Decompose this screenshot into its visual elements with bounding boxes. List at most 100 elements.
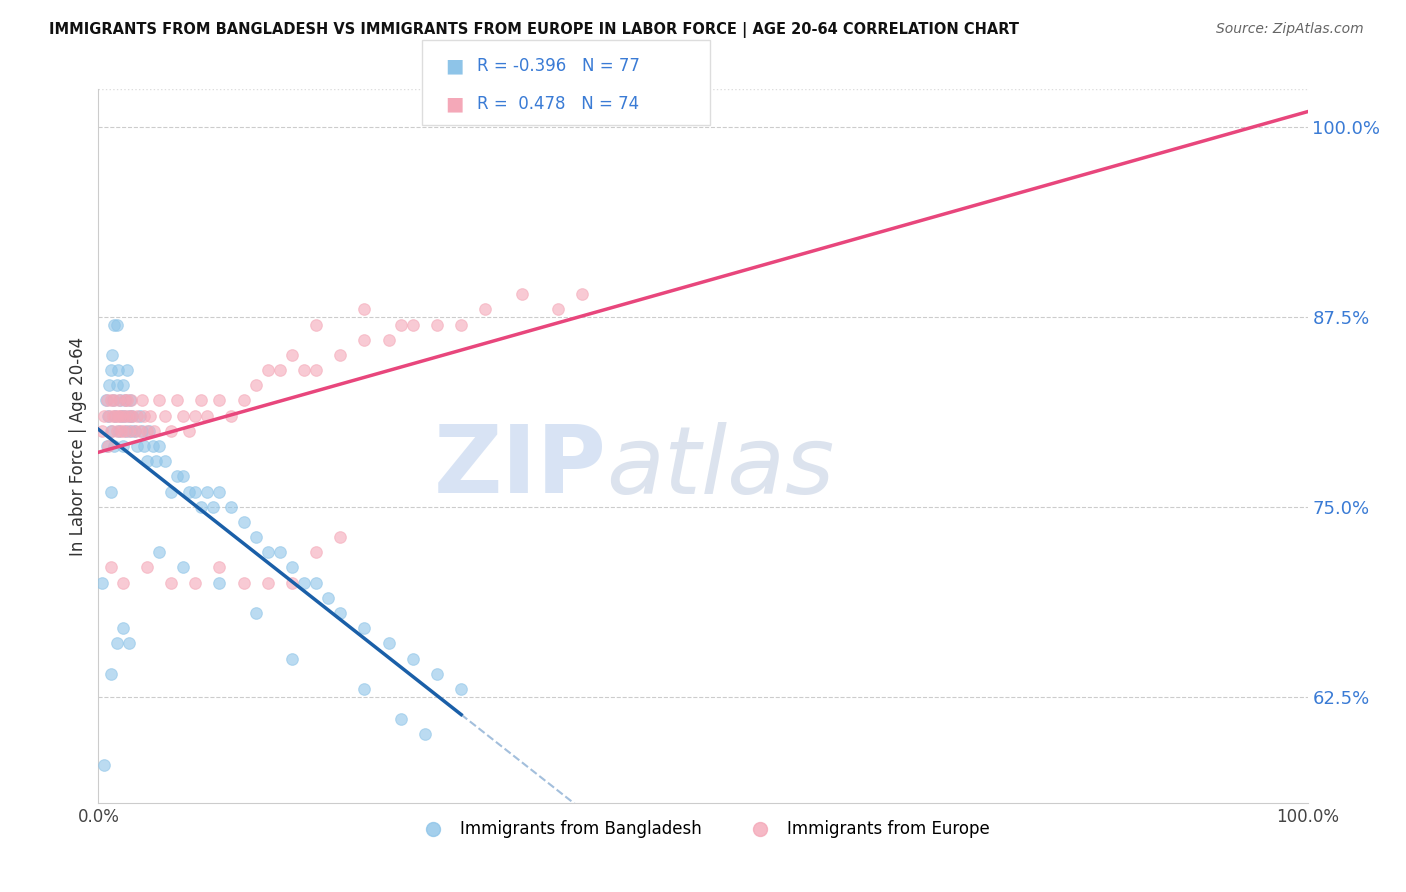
Point	[329, 348, 352, 362]
Point	[120, 424, 142, 438]
Y-axis label: In Labor Force | Age 20-64: In Labor Force | Age 20-64	[69, 336, 87, 556]
Point	[245, 606, 267, 620]
Point	[377, 636, 399, 650]
Point	[114, 393, 136, 408]
Point	[145, 454, 167, 468]
Point	[353, 333, 375, 347]
Point	[305, 545, 328, 559]
Point	[142, 439, 165, 453]
Point	[256, 545, 278, 559]
Point	[292, 575, 315, 590]
Point	[160, 484, 183, 499]
Point	[108, 409, 131, 423]
Point	[547, 302, 569, 317]
Point	[160, 424, 183, 438]
Point	[115, 409, 138, 423]
Point	[281, 560, 304, 574]
Point	[232, 575, 254, 590]
Point	[143, 424, 166, 438]
Point	[100, 484, 122, 499]
Point	[135, 454, 157, 468]
Point	[118, 424, 141, 438]
Point	[305, 363, 328, 377]
Point	[111, 409, 134, 423]
Point	[114, 393, 136, 408]
Point	[139, 409, 162, 423]
Point	[329, 530, 352, 544]
Point	[148, 393, 170, 408]
Point	[110, 409, 132, 423]
Point	[281, 575, 304, 590]
Point	[101, 409, 124, 423]
Point	[131, 393, 153, 408]
Point	[111, 439, 134, 453]
Point	[160, 575, 183, 590]
Point	[111, 378, 134, 392]
Point	[153, 454, 176, 468]
Point	[305, 575, 328, 590]
Point	[115, 424, 138, 438]
Point	[127, 409, 149, 423]
Point	[117, 363, 139, 377]
Point	[124, 424, 146, 438]
Point	[450, 318, 472, 332]
Point	[138, 424, 160, 438]
Point	[103, 439, 125, 453]
Point	[190, 393, 212, 408]
Point	[474, 302, 496, 317]
Point	[103, 393, 125, 408]
Point	[93, 409, 115, 423]
Point	[135, 424, 157, 438]
Point	[208, 575, 231, 590]
Point	[107, 409, 129, 423]
Point	[131, 424, 153, 438]
Point	[510, 287, 533, 301]
Point	[202, 500, 225, 514]
Point	[316, 591, 339, 605]
Point	[93, 757, 115, 772]
Point	[108, 393, 131, 408]
Point	[120, 393, 142, 408]
Point	[110, 424, 132, 438]
Text: ■: ■	[446, 56, 464, 75]
Point	[221, 409, 243, 423]
Point	[281, 651, 304, 665]
Point	[103, 318, 125, 332]
Point	[118, 393, 141, 408]
Point	[184, 409, 207, 423]
Point	[148, 439, 170, 453]
Point	[98, 378, 121, 392]
Point	[166, 393, 188, 408]
Point	[305, 318, 328, 332]
Point	[100, 666, 122, 681]
Point	[256, 575, 278, 590]
Point	[104, 409, 127, 423]
Point	[172, 560, 194, 574]
Point	[111, 621, 134, 635]
Point	[100, 424, 122, 438]
Point	[353, 621, 375, 635]
Point	[179, 484, 201, 499]
Legend: Immigrants from Bangladesh, Immigrants from Europe: Immigrants from Bangladesh, Immigrants f…	[411, 814, 995, 845]
Point	[118, 409, 141, 423]
Point	[135, 560, 157, 574]
Point	[221, 500, 243, 514]
Point	[208, 393, 231, 408]
Point	[98, 409, 121, 423]
Point	[118, 409, 141, 423]
Point	[100, 560, 122, 574]
Point	[269, 363, 291, 377]
Point	[184, 484, 207, 499]
Point	[100, 363, 122, 377]
Point	[232, 515, 254, 529]
Point	[107, 363, 129, 377]
Point	[166, 469, 188, 483]
Point	[172, 469, 194, 483]
Point	[104, 409, 127, 423]
Point	[134, 409, 156, 423]
Point	[91, 424, 114, 438]
Point	[450, 681, 472, 696]
Text: IMMIGRANTS FROM BANGLADESH VS IMMIGRANTS FROM EUROPE IN LABOR FORCE | AGE 20-64 : IMMIGRANTS FROM BANGLADESH VS IMMIGRANTS…	[49, 22, 1019, 38]
Point	[108, 424, 131, 438]
Point	[245, 530, 267, 544]
